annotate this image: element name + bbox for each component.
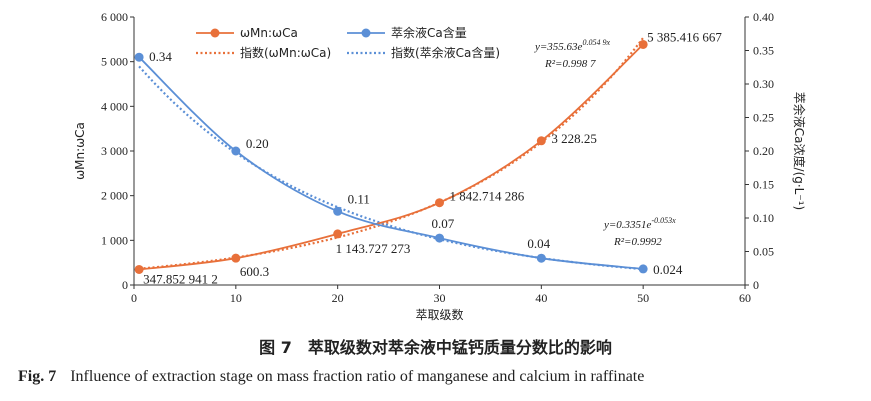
x-tick-label: 10	[230, 291, 242, 305]
y-right-tick-label: 0.40	[753, 10, 774, 24]
data-label-mn-ca: 3 228.25	[551, 131, 597, 146]
figure-caption-cn: 图 7 萃取级数对萃余液中锰钙质量分数比的影响	[259, 338, 612, 357]
data-label-ca-content: 0.07	[432, 216, 455, 231]
y-left-tick-label: 5 000	[101, 55, 128, 69]
x-tick-label: 50	[637, 291, 649, 305]
y-right-tick-label: 0.25	[753, 111, 774, 125]
y-right-axis-title: 萃余液Ca浓度/(g·L⁻¹)	[792, 92, 807, 210]
series-point-ca-content	[231, 146, 241, 156]
data-label-mn-ca: 600.3	[240, 264, 269, 279]
series-point-mn-ca	[333, 229, 343, 239]
series-point-ca-content	[638, 264, 648, 274]
legend-entry-label: ωMn:ωCa	[240, 26, 298, 40]
trendline-ca-content	[138, 65, 644, 271]
trend-ca-content-equation-exponent: -0.053x	[651, 216, 676, 225]
legend-swatch-marker	[361, 28, 371, 38]
trend-mn-ca-r-squared: R²=0.998 7	[544, 58, 596, 70]
series-line-mn-ca	[138, 43, 644, 271]
x-tick-label: 30	[434, 291, 446, 305]
series-point-ca-content	[134, 52, 144, 62]
data-label-mn-ca: 5 385.416 667	[647, 29, 722, 44]
x-tick-label: 20	[332, 291, 344, 305]
series-point-ca-content	[333, 206, 343, 216]
series-point-ca-content	[536, 253, 546, 263]
y-left-tick-label: 6 000	[101, 10, 128, 24]
trend-mn-ca-equation-exponent: 0.054 9x	[582, 38, 610, 47]
y-left-tick-label: 1 000	[101, 233, 128, 247]
y-right-tick-label: 0	[753, 278, 759, 292]
y-left-axis-title: ωMn:ωCa	[73, 122, 87, 180]
data-label-ca-content: 0.20	[246, 136, 269, 151]
y-right-tick-label: 0.30	[753, 77, 774, 91]
y-right-tick-label: 0.15	[753, 178, 774, 192]
trend-ca-content-r-squared: R²=0.9992	[613, 236, 662, 248]
x-axis-title: 萃取级数	[415, 307, 463, 322]
data-labels: 347.852 941 2 600.3 1 143.727 273 1 842.714…	[143, 29, 722, 286]
series-point-ca-content	[435, 233, 444, 243]
trendline-mn-ca	[138, 37, 645, 270]
data-label-ca-content: 0.11	[348, 191, 370, 206]
data-label-mn-ca: 1 143.727 273	[336, 241, 411, 256]
series-point-mn-ca	[638, 39, 648, 49]
x-tick-label: 40	[535, 291, 547, 305]
trend-mn-ca-equation: y=355.63e0.054 9x	[534, 38, 610, 53]
data-label-ca-content: 0.04	[527, 236, 550, 251]
y-right-tick-label: 0.20	[753, 144, 774, 158]
x-tick-label: 60	[739, 291, 751, 305]
data-label-ca-content: 0.024	[653, 262, 683, 277]
y-left-tick-label: 3 000	[101, 144, 128, 158]
series-line-ca-content	[138, 56, 644, 270]
legend-entry-label: 指数(ωMn:ωCa)	[240, 45, 331, 60]
data-label-mn-ca: 1 842.714 286	[450, 189, 525, 204]
series-point-mn-ca	[536, 136, 546, 146]
series-point-mn-ca	[231, 253, 241, 263]
series-point-mn-ca	[435, 198, 444, 208]
y-left-tick-label: 0	[122, 278, 128, 292]
curves	[134, 37, 648, 274]
y-right-tick-label: 0.35	[753, 44, 774, 58]
trend-ca-content-equation: y=0.3351e-0.053x	[603, 216, 676, 231]
figure-caption-en-text: Influence of extraction stage on mass fr…	[70, 368, 645, 385]
y-left-tick-label: 2 000	[101, 189, 128, 203]
legend-entry-label: 萃余液Ca含量	[391, 25, 467, 40]
y-right-tick-label: 0.05	[753, 245, 774, 259]
x-tick-label: 0	[131, 291, 137, 305]
data-label-mn-ca: 347.852 941 2	[143, 271, 218, 286]
y-left-tick-label: 4 000	[101, 99, 128, 113]
legend-entry-label: 指数(萃余液Ca含量)	[391, 45, 500, 60]
legend-swatch-marker	[210, 28, 220, 38]
figure-label-en: Fig. 7	[18, 368, 57, 385]
data-label-ca-content: 0.34	[149, 49, 172, 64]
y-right-tick-label: 0.10	[753, 211, 774, 225]
figure-caption-en: Fig. 7 Influence of extraction stage on m…	[18, 368, 644, 386]
series-point-mn-ca	[134, 264, 144, 274]
